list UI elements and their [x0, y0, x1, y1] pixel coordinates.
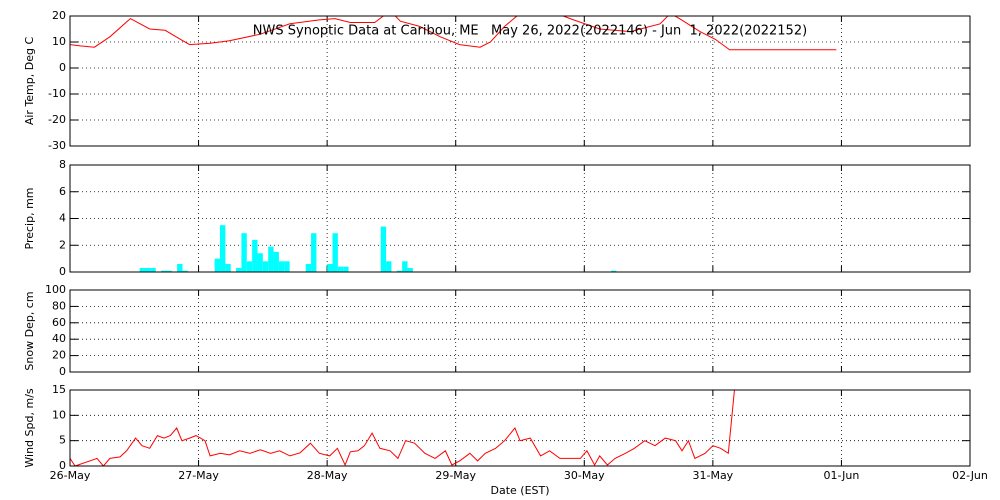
bar	[220, 225, 226, 272]
bar	[278, 261, 285, 272]
x-tick-label: 31-May	[692, 469, 733, 482]
bar	[402, 261, 408, 272]
bar	[225, 263, 231, 272]
y-axis-label: Precip, mm	[23, 188, 36, 250]
line	[70, 390, 735, 466]
plot-area	[70, 390, 735, 466]
y-tick-label: 10	[52, 35, 66, 48]
x-axis-label: Date (EST)	[490, 484, 549, 497]
bar	[332, 233, 338, 272]
y-tick-label: 20	[52, 349, 66, 362]
y-tick-label: 6	[59, 185, 66, 198]
y-tick-label: 20	[52, 9, 66, 22]
x-tick-label: 28-May	[307, 469, 348, 482]
plot-area	[70, 16, 837, 51]
y-tick-label: 8	[59, 158, 66, 171]
y-tick-label: 80	[52, 299, 66, 312]
bar	[177, 263, 183, 272]
bar	[268, 246, 274, 272]
bar	[252, 239, 258, 272]
x-tick-label: 01-Jun	[824, 469, 860, 482]
bar	[262, 261, 269, 272]
y-tick-label: 0	[59, 61, 66, 74]
y-tick-label: 100	[45, 283, 66, 296]
chart-title: NWS Synoptic Data at Caribou, ME May 26,…	[253, 24, 807, 39]
x-tick-label: 27-May	[178, 469, 219, 482]
y-tick-label: 0	[59, 265, 66, 278]
bar	[396, 270, 403, 272]
y-tick-label: 0	[59, 365, 66, 378]
bar	[407, 267, 413, 272]
plot-frame	[69, 15, 971, 147]
bar	[343, 266, 349, 272]
y-tick-label: 10	[52, 408, 66, 421]
bar	[214, 258, 220, 272]
bar	[386, 261, 392, 272]
y-tick-label: -20	[48, 113, 66, 126]
y-tick-label: 0	[59, 459, 66, 472]
bar	[241, 233, 247, 272]
y-axis-label: Snow Dep, cm	[23, 291, 36, 370]
x-tick-label: 26-May	[50, 469, 91, 482]
bar	[327, 263, 333, 272]
x-tick-label: 02-Jun	[952, 469, 988, 482]
bar	[161, 270, 167, 272]
bar	[305, 263, 312, 272]
plot-area	[139, 225, 617, 272]
bar	[150, 267, 156, 272]
bar	[236, 267, 242, 272]
plot-frame	[69, 289, 971, 373]
y-tick-label: 4	[59, 212, 66, 225]
bar	[246, 261, 253, 272]
plot-frame	[69, 389, 971, 467]
y-tick-label: -10	[48, 87, 66, 100]
bar	[337, 266, 344, 272]
y-tick-label: 5	[59, 434, 66, 447]
bar	[166, 270, 172, 272]
bar	[257, 253, 263, 272]
bar	[139, 267, 146, 272]
y-tick-label: 60	[52, 316, 66, 329]
y-tick-label: -30	[48, 139, 66, 152]
bar	[284, 261, 290, 272]
bar	[273, 251, 279, 272]
y-axis-label: Air Temp, Deg C	[23, 37, 36, 126]
bar	[380, 226, 387, 272]
bar	[182, 270, 188, 272]
plot-frame	[69, 164, 971, 273]
line	[70, 16, 837, 51]
x-tick-label: 30-May	[564, 469, 605, 482]
y-axis-label: Wind Spd, m/s	[23, 388, 36, 468]
bar	[144, 267, 151, 272]
bar	[311, 233, 317, 272]
bar	[611, 270, 617, 272]
y-tick-label: 2	[59, 238, 66, 251]
x-tick-label: 29-May	[435, 469, 476, 482]
y-tick-label: 40	[52, 332, 66, 345]
y-tick-label: 15	[52, 383, 66, 396]
